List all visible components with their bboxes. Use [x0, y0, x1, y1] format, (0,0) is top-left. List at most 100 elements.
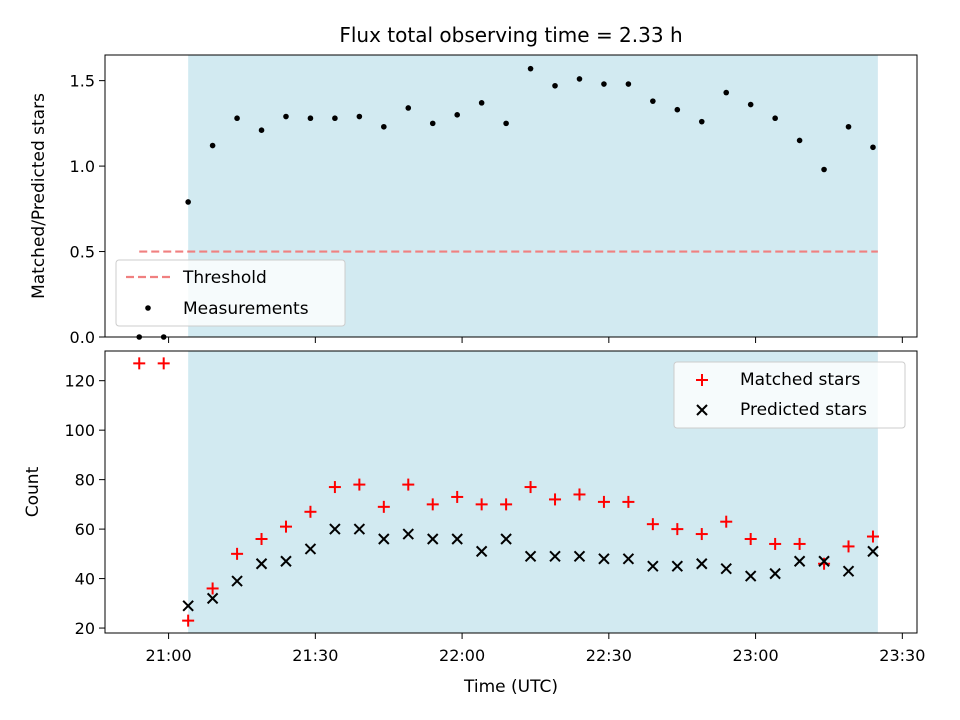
matched-stars-point [646, 518, 659, 531]
count-xtick-label: 23:30 [879, 646, 925, 665]
predicted-stars-point [427, 533, 439, 545]
count-legend-box [673, 361, 906, 429]
matched-stars-point [304, 505, 317, 518]
predicted-stars-point [524, 550, 537, 563]
ratio-ylabel: Matched/Predicted stars [29, 93, 49, 299]
matched-stars-point [549, 493, 562, 506]
measurement-point [796, 137, 803, 144]
ratio-panel: 0.0 0.5 1.0 1.5 Matched/Predicted stars Thr… [29, 54, 918, 347]
ratio-ytick-label: 0.5 [70, 243, 95, 262]
matched-stars-point [597, 495, 610, 508]
ratio-ytick-label: 1.0 [70, 157, 95, 176]
predicted-stars-point [231, 575, 243, 587]
count-ytick-label: 40 [75, 570, 95, 589]
measurement-point [429, 120, 436, 127]
measurement-point [454, 112, 460, 118]
measurement-point [870, 144, 876, 151]
count-axis-ticks: 20 40 60 80 100 120 21:00 21:30 22:00 22:30 23:00 2… [64, 372, 925, 665]
ratio-marks [136, 65, 878, 340]
matched-stars-point [279, 520, 292, 533]
measurement-point [209, 142, 216, 149]
matched-stars-point [744, 533, 757, 545]
legend-matched-swatch [696, 374, 708, 386]
measurement-point [258, 127, 265, 133]
count-ytick-label: 80 [75, 471, 95, 490]
matched-stars-point [206, 582, 219, 595]
count-ytick-label: 120 [64, 372, 95, 391]
predicted-stars-point [867, 545, 879, 558]
count-xtick-label: 22:00 [439, 646, 485, 665]
matched-stars-point [573, 488, 586, 501]
matched-stars-point [622, 495, 635, 508]
measurement-point [576, 76, 583, 82]
legend-predicted-swatch [696, 404, 708, 416]
predicted-stars-point [793, 555, 806, 567]
legend-measurements-label: Measurements [183, 299, 309, 319]
matched-stars-point [793, 537, 806, 550]
predicted-stars-point [451, 533, 463, 545]
matched-stars-point [133, 357, 146, 370]
legend-matched-label: Matched stars [740, 370, 860, 390]
measurement-point [527, 65, 534, 72]
measurement-point [332, 115, 338, 122]
predicted-stars-point [573, 550, 586, 563]
measurement-point [772, 115, 778, 122]
predicted-stars-point [378, 533, 390, 545]
matched-stars-point [500, 498, 513, 511]
count-ytick-label: 60 [75, 520, 95, 539]
matched-stars-point [377, 500, 390, 513]
legend-predicted-label: Predicted stars [740, 400, 867, 420]
predicted-stars-point [280, 555, 292, 567]
matched-stars-point [231, 547, 244, 560]
matched-stars-point [842, 540, 855, 553]
predicted-stars-point [329, 523, 341, 535]
measurement-point [405, 105, 412, 111]
count-axes-frame [104, 350, 918, 634]
matched-stars-point [426, 498, 439, 511]
measurement-point [698, 118, 705, 125]
ratio-legend: Threshold Measurements [115, 259, 346, 327]
count-ytick-label: 20 [75, 619, 95, 638]
ratio-ytick-label: 1.5 [70, 72, 95, 91]
count-xlabel: Time (UTC) [463, 677, 558, 697]
measurement-point [478, 100, 485, 106]
measurement-point [845, 123, 852, 130]
matched-stars-point [157, 357, 170, 370]
predicted-stars-point [353, 523, 366, 535]
measurement-point [307, 115, 314, 122]
measurement-point [601, 81, 607, 87]
measurement-point [650, 98, 656, 104]
ratio-axis-ticks: 0.0 0.5 1.0 1.5 [70, 72, 903, 347]
measurement-point [552, 82, 558, 89]
matched-stars-point [769, 537, 782, 550]
measurement-point [625, 81, 632, 87]
matched-stars-point [402, 478, 415, 491]
predicted-stars-point [842, 565, 855, 577]
measurement-point [381, 123, 387, 130]
measurement-point [821, 166, 827, 173]
measurement-point [747, 101, 754, 108]
matched-stars-point [671, 523, 684, 536]
count-xtick-label: 21:30 [292, 646, 338, 665]
count-marks [133, 357, 879, 627]
predicted-stars-point [598, 553, 610, 565]
predicted-stars-point [475, 545, 488, 558]
predicted-stars-point [720, 562, 732, 575]
matched-stars-point [182, 614, 195, 627]
legend-threshold-label: Threshold [182, 268, 267, 288]
predicted-stars-point [647, 560, 659, 572]
predicted-stars-point [402, 528, 414, 540]
matched-stars-point [866, 530, 879, 543]
predicted-stars-point [622, 553, 635, 565]
ratio-legend-box [115, 259, 346, 327]
count-panel: 20 40 60 80 100 120 21:00 21:30 22:00 22:30 23:00 2… [23, 350, 925, 697]
predicted-stars-point [206, 592, 219, 605]
chart-title: Flux total observing time = 2.33 h [339, 23, 682, 47]
matched-stars-point [695, 528, 708, 541]
measurement-point [723, 89, 730, 96]
matched-stars-point [720, 515, 733, 528]
count-xtick-label: 23:00 [733, 646, 779, 665]
matched-stars-point [255, 533, 268, 545]
measurement-point [234, 115, 240, 122]
